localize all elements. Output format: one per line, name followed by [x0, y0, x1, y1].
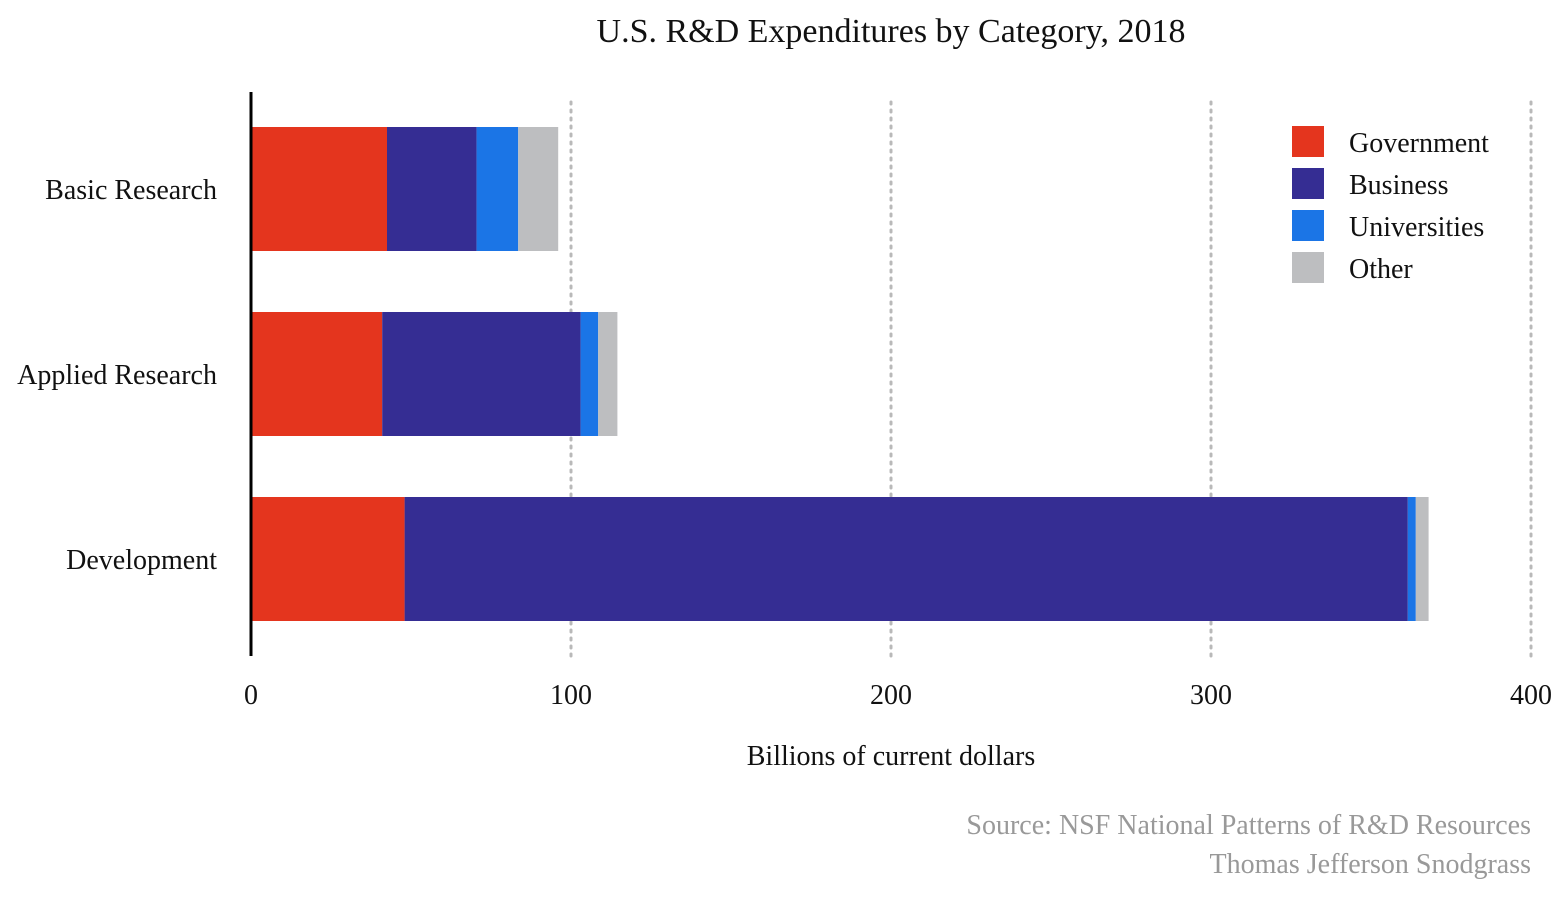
x-tick-label: 0	[244, 680, 258, 711]
x-axis-label: Billions of current dollars	[747, 741, 1036, 772]
legend-swatch-other	[1292, 252, 1324, 283]
author-credit: Thomas Jefferson Snodgrass	[1210, 849, 1531, 880]
x-tick-labels: 0 100 200 300 400	[244, 680, 1552, 711]
bar-segment-government	[251, 312, 383, 436]
source-note: Source: NSF National Patterns of R&D Res…	[966, 810, 1531, 841]
bar-segment-other	[598, 312, 618, 436]
bar-segment-other	[518, 127, 559, 251]
x-tick-label: 300	[1190, 680, 1232, 711]
legend: Government Business Universities Other	[1292, 126, 1489, 285]
legend-swatch-business	[1292, 168, 1324, 199]
bar-segment-government	[251, 497, 405, 621]
category-label: Basic Research	[45, 175, 217, 206]
bar-segment-universities	[476, 127, 519, 251]
x-tick-label: 400	[1510, 680, 1552, 711]
bar-segment-universities	[580, 312, 599, 436]
category-label: Development	[66, 545, 217, 576]
legend-swatch-government	[1292, 126, 1324, 157]
chart-title: U.S. R&D Expenditures by Category, 2018	[597, 13, 1186, 50]
bar-segment-government	[251, 127, 387, 251]
bar-segment-business	[404, 497, 1408, 621]
bar-segment-business	[382, 312, 581, 436]
bar-segment-business	[387, 127, 477, 251]
legend-label: Government	[1349, 128, 1489, 159]
x-tick-label: 100	[550, 680, 592, 711]
x-tick-label: 200	[870, 680, 912, 711]
bars	[251, 127, 1429, 621]
legend-swatch-universities	[1292, 210, 1324, 241]
category-label: Applied Research	[17, 360, 217, 391]
legend-label: Universities	[1349, 212, 1484, 243]
legend-label: Business	[1349, 170, 1449, 201]
legend-label: Other	[1349, 254, 1413, 285]
category-labels: Basic Research Applied Research Developmen…	[17, 175, 217, 576]
bar-segment-universities	[1407, 497, 1416, 621]
bar-segment-other	[1415, 497, 1429, 621]
